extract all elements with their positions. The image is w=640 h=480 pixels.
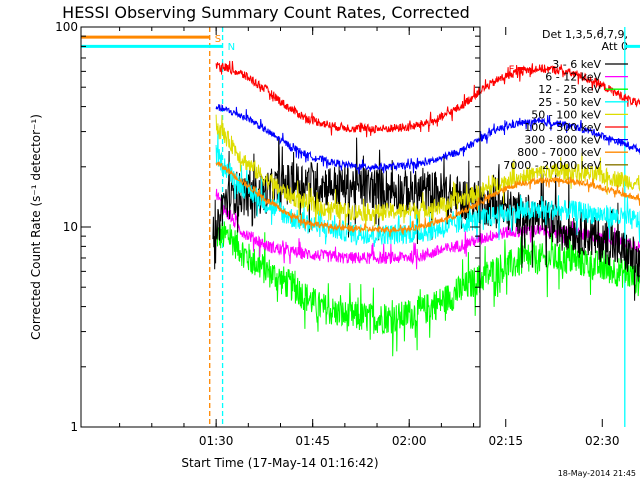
series-line-300-800-kev [215,104,640,175]
y-tick-label-1: 10 [63,220,78,234]
y-tick-label-2: 100 [55,20,78,34]
y-axis-label: Corrected Count Rate (s⁻¹ detector⁻¹) [29,114,43,340]
x-tick-label-2: 02:00 [392,434,427,448]
legend-label-8: 7000 - 20000 keV [503,159,601,172]
generation-timestamp: 18-May-2014 21:45 [558,469,636,478]
x-tick-label-3: 02:15 [488,434,523,448]
legend-label-5: 100 - 300 keV [524,121,601,134]
legend-label-7: 800 - 7000 keV [517,146,601,159]
chart-title: HESSI Observing Summary Count Rates, Cor… [62,3,470,22]
series-line-6-12-kev [215,188,640,270]
series-line-800-7000-kev [215,161,640,237]
legend-label-0: 3 - 6 keV [552,58,601,71]
marker-label-S: S [215,34,221,45]
series-line-100-300-kev [215,60,640,138]
series-line-12-25-kev [215,220,640,357]
legend-header-line-1: Det 1,3,5,6,7,9, [542,28,628,41]
series-line-25-50-kev [215,131,640,247]
x-tick-label-0: 01:30 [199,434,234,448]
legend-label-3: 25 - 50 keV [538,96,601,109]
series-line-50-100-kev [215,114,640,232]
legend-label-1: 6 - 12 keV [545,71,601,84]
marker-label-N: N [228,42,235,53]
legend-label-2: 12 - 25 keV [538,83,601,96]
marker-label-F: F [509,65,515,76]
x-tick-label-4: 02:30 [585,434,620,448]
y-tick-label-0: 1 [70,420,78,434]
x-axis-label: Start Time (17-May-14 01:16:42) [181,456,378,470]
legend-header-line-2: Att 0 [602,40,628,53]
legend-label-6: 300 - 800 keV [524,134,601,147]
legend-label-4: 50 - 100 keV [531,108,601,121]
x-tick-label-1: 01:45 [295,434,330,448]
